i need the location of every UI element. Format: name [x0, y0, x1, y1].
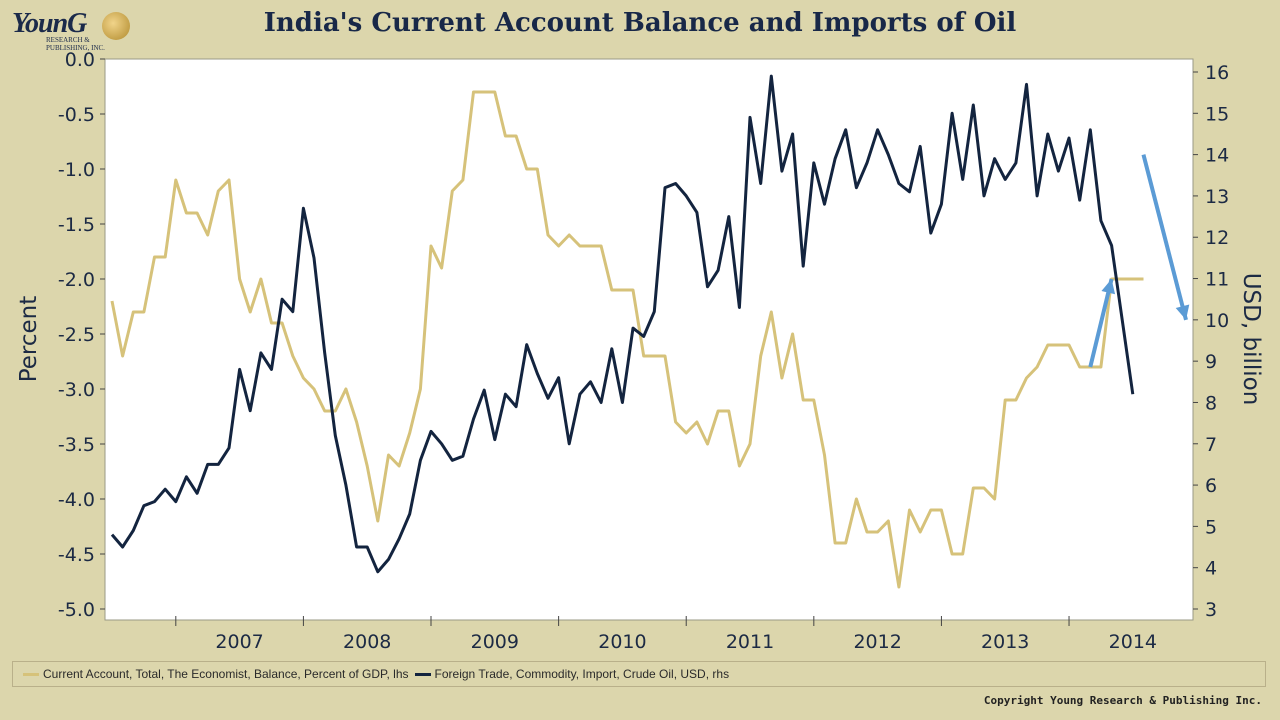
left-axis-title: Percent [16, 296, 42, 383]
chart-title: India's Current Account Balance and Impo… [263, 8, 1017, 38]
legend-label-oil-imports: Foreign Trade, Commodity, Import, Crude … [434, 667, 730, 681]
annotation-arrow-head-down [1175, 304, 1190, 320]
right-axis-tick-label: 10 [1205, 310, 1229, 332]
x-axis-year-label: 2007 [215, 631, 263, 653]
left-axis-tick-label: 0.0 [65, 49, 95, 71]
x-axis-year-label: 2009 [471, 631, 519, 653]
annotation-arrow-head-up [1101, 279, 1116, 295]
legend-item-oil-imports: Foreign Trade, Commodity, Import, Crude … [414, 667, 730, 681]
logo-text: YounG [12, 8, 87, 39]
right-axis-tick-label: 6 [1205, 475, 1217, 497]
legend-item-current-account: Current Account, Total, The Economist, B… [23, 667, 409, 681]
x-axis-year-label: 2010 [598, 631, 646, 653]
x-axis-year-label: 2014 [1109, 631, 1157, 653]
x-axis-year-label: 2012 [853, 631, 901, 653]
right-axis-tick-label: 15 [1205, 103, 1229, 125]
logo: YounG RESEARCH & PUBLISHING, INC. [6, 6, 130, 52]
logo-subtext: RESEARCH & PUBLISHING, INC. [46, 36, 105, 52]
x-axis-year-label: 2008 [343, 631, 391, 653]
series-line-oil-imports [110, 74, 1135, 574]
right-axis-tick-label: 4 [1205, 558, 1217, 580]
left-axis-tick-label: -5.0 [58, 599, 95, 621]
x-axis-year-label: 2013 [981, 631, 1029, 653]
left-axis-tick-label: -2.0 [58, 269, 95, 291]
left-axis-tick-label: -0.5 [58, 104, 95, 126]
copyright: Copyright Young Research & Publishing In… [983, 694, 1262, 707]
right-axis-tick-label: 14 [1205, 145, 1229, 167]
legend-swatch-oil-imports [414, 672, 431, 676]
series-line-current-account [110, 90, 1144, 589]
annotation-arrow-shaft [1088, 278, 1114, 368]
right-axis-tick-label: 12 [1205, 227, 1229, 249]
left-axis-tick-label: -2.5 [58, 324, 95, 346]
right-axis-tick-label: 16 [1205, 62, 1229, 84]
plot-area [104, 58, 1194, 621]
right-axis-title: USD, billion [1238, 273, 1264, 406]
legend-swatch-current-account [23, 672, 39, 676]
legend-label-current-account: Current Account, Total, The Economist, B… [43, 667, 409, 681]
left-axis-tick-label: -3.0 [58, 379, 95, 401]
legend: Current Account, Total, The Economist, B… [12, 661, 1266, 687]
x-axis-year-label: 2011 [726, 631, 774, 653]
left-axis-tick-label: -4.5 [58, 544, 95, 566]
left-axis-tick-label: -1.0 [58, 159, 95, 181]
right-axis-tick-label: 9 [1205, 351, 1217, 373]
right-axis-tick-label: 13 [1205, 186, 1229, 208]
left-axis-tick-label: -1.5 [58, 214, 95, 236]
left-axis-tick-label: -4.0 [58, 489, 95, 511]
left-axis-tick-label: -3.5 [58, 434, 95, 456]
right-axis-tick-label: 11 [1205, 269, 1229, 291]
right-axis-tick-label: 8 [1205, 392, 1217, 414]
logo-globe-icon [102, 12, 130, 40]
right-axis-tick-label: 3 [1205, 599, 1217, 621]
annotation-arrow-shaft [1141, 154, 1188, 321]
right-axis-tick-label: 5 [1205, 516, 1217, 538]
right-axis-tick-label: 7 [1205, 434, 1217, 456]
